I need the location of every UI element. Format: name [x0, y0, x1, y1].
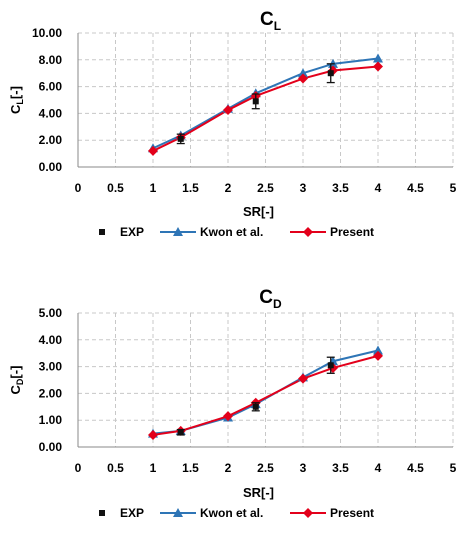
data-point-exp	[252, 403, 259, 410]
x-tick-label: 0	[75, 461, 82, 475]
legend-label-present: Present	[330, 225, 374, 239]
data-point-present	[373, 61, 383, 72]
x-tick-label: 4	[375, 461, 382, 475]
legend-label-kwon: Kwon et al.	[200, 506, 263, 520]
chart-title: CD	[259, 287, 282, 311]
chart-title: CL	[260, 9, 281, 33]
x-tick-label: 5	[450, 461, 457, 475]
data-point-present	[148, 145, 158, 156]
legend-label-exp: EXP	[120, 225, 144, 239]
legend-label-kwon: Kwon et al.	[200, 225, 263, 239]
data-point-kwon	[373, 345, 383, 355]
x-tick-label: 4.5	[407, 461, 424, 475]
data-point-present	[373, 350, 383, 361]
x-tick-label: 1.5	[182, 181, 199, 195]
legend: EXP Kwon et al. Present	[99, 506, 374, 520]
legend-label-exp: EXP	[120, 506, 144, 520]
x-tick-label: 0.5	[107, 461, 124, 475]
y-tick-label: 4.00	[39, 333, 63, 347]
x-axis-label: SR[-]	[243, 204, 274, 219]
x-tick-label: 4	[375, 181, 382, 195]
y-tick-label: 3.00	[39, 360, 63, 374]
data-point-exp	[177, 135, 184, 142]
x-tick-label: 1	[150, 461, 157, 475]
x-tick-label: 2.5	[257, 181, 274, 195]
x-tick-label: 2	[225, 181, 232, 195]
chart-cl: CL 0 0.5 1 1.5 2 2.5 3 3.5 4 4.5 5 0.00 2.00 4.00 6.00 8…	[8, 9, 457, 239]
y-tick-label: 2.00	[39, 133, 63, 147]
legend-label-present: Present	[330, 506, 374, 520]
y-tick-label: 1.00	[39, 413, 63, 427]
x-tick-label: 3.5	[332, 461, 349, 475]
data-point-present	[298, 373, 308, 384]
y-tick-label: 0.00	[39, 440, 63, 454]
x-tick-label: 3	[300, 181, 307, 195]
x-axis-label: SR[-]	[243, 485, 274, 500]
data-point-exp	[327, 70, 334, 77]
legend-marker-exp	[99, 510, 105, 516]
data-point-kwon	[298, 68, 308, 78]
data-point-present	[223, 411, 233, 422]
data-point-present	[298, 73, 308, 84]
chart-cd: CD 0 0.5 1 1.5 2 2.5 3 3.5 4 4.5 5 0.00 1.00 2.00 3.00 4…	[8, 287, 457, 520]
y-tick-label: 0.00	[39, 160, 63, 174]
legend: EXP Kwon et al. Present	[99, 225, 374, 239]
x-tick-label: 1	[150, 181, 157, 195]
legend-marker-exp	[99, 229, 105, 235]
x-tick-label: 3	[300, 461, 307, 475]
data-point-kwon	[373, 53, 383, 63]
x-tick-label: 2	[225, 461, 232, 475]
legend-marker-present	[303, 227, 313, 237]
data-point-exp	[177, 429, 184, 436]
x-tick-label: 0.5	[107, 181, 124, 195]
series-line-present	[152, 354, 379, 436]
x-tick-label: 2.5	[257, 461, 274, 475]
x-tick-label: 3.5	[332, 181, 349, 195]
y-tick-label: 2.00	[39, 386, 63, 400]
x-tick-label: 0	[75, 181, 82, 195]
y-axis-label: CL[-]	[8, 86, 25, 114]
y-tick-label: 6.00	[39, 80, 63, 94]
x-tick-label: 5	[450, 181, 457, 195]
data-point-exp	[252, 98, 259, 105]
data-point-present	[148, 429, 158, 440]
data-point-present	[223, 105, 233, 116]
data-point-exp	[327, 362, 334, 369]
y-tick-label: 10.00	[32, 26, 62, 40]
x-tick-label: 4.5	[407, 181, 424, 195]
legend-marker-kwon	[173, 508, 183, 517]
y-axis-label: CD[-]	[8, 366, 25, 395]
legend-marker-present	[303, 508, 313, 518]
y-tick-label: 4.00	[39, 106, 63, 120]
y-tick-label: 8.00	[39, 53, 63, 67]
x-tick-label: 1.5	[182, 461, 199, 475]
y-tick-label: 5.00	[39, 306, 63, 320]
legend-marker-kwon	[173, 227, 183, 236]
